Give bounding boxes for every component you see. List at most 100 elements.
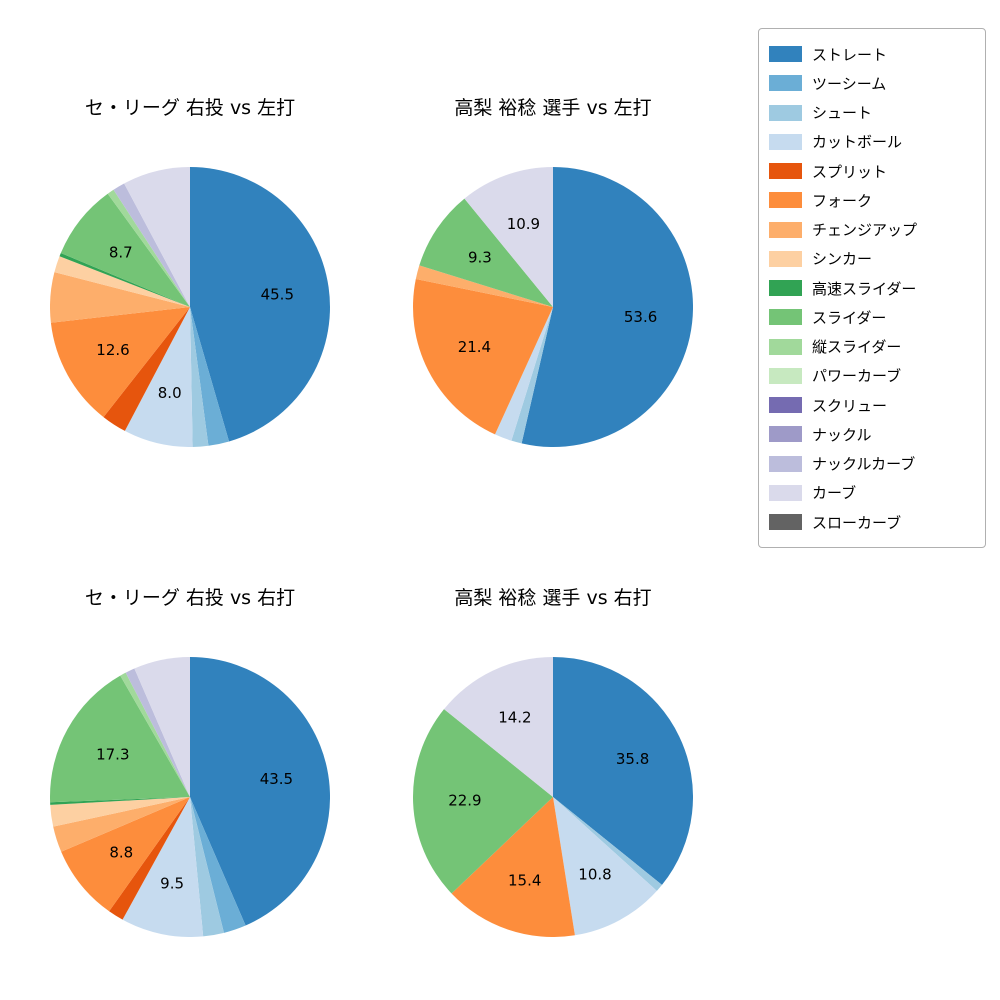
pie-slice-フォーク — [413, 279, 553, 435]
legend-item: ストレート — [769, 41, 975, 67]
legend-item: シンカー — [769, 246, 975, 272]
legend-item-label: スライダー — [812, 308, 887, 327]
pie-slice-ナックルカーブ — [113, 183, 190, 307]
legend-item: フォーク — [769, 187, 975, 213]
legend-color-swatch — [769, 484, 802, 501]
legend-item: ナックル — [769, 421, 975, 447]
legend-color-swatch — [769, 163, 802, 179]
pie-slice-縦スライダー — [107, 189, 190, 307]
pie-slice-カーブ — [444, 657, 553, 797]
legend-item: スライダー — [769, 304, 975, 330]
legend-item-label: チェンジアップ — [812, 221, 918, 239]
pie-chart-league-vs-right: 43.5 9.5 8.8 17.3 — [50, 657, 330, 937]
pie-slice-シンカー — [54, 256, 191, 307]
legend-color-swatch — [769, 104, 802, 121]
legend-color-swatch — [769, 455, 802, 472]
pie-slice-シュート — [190, 307, 209, 447]
legend-item-label: カットボール — [812, 133, 903, 152]
legend-item-label: パワーカーブ — [812, 367, 902, 386]
pie-percent-label: 43.5 — [260, 770, 293, 788]
legend-item-label: 縦スライダー — [812, 338, 902, 356]
pie-chart-player-vs-right: 35.8 10.8 15.4 22.9 14.2 — [413, 657, 693, 937]
legend-color-swatch — [769, 514, 802, 530]
pie-slice-シュート — [553, 797, 662, 891]
pie-slice-高速スライダー — [59, 253, 190, 307]
legend-color-swatch — [769, 397, 802, 413]
pie-slice-フォーク — [451, 797, 575, 937]
pie-slice-スライダー — [50, 675, 190, 803]
pie-slice-カットボール — [122, 797, 204, 937]
pie-slice-スライダー — [60, 193, 190, 307]
legend-item-label: スクリュー — [812, 396, 888, 415]
pie-percent-label: 9.5 — [160, 874, 184, 892]
pie-slice-チェンジアップ — [50, 272, 190, 323]
pie-percent-label: 53.6 — [624, 308, 657, 326]
pie-slice-縦スライダー — [120, 672, 190, 797]
chart-title-league-vs-left: セ・リーグ 右投 vs 左打 — [84, 97, 296, 119]
legend-item-label: フォーク — [812, 191, 873, 210]
legend-color-swatch — [769, 250, 802, 267]
pie-chart-player-vs-left: 53.6 21.4 9.3 10.9 — [413, 167, 693, 447]
legend-item: 高速スライダー — [769, 275, 975, 301]
legend-item-label: シュート — [812, 104, 873, 122]
pie-slice-チェンジアップ — [53, 797, 191, 852]
pie-percent-label: 45.5 — [261, 286, 294, 304]
legend-item: スクリュー — [769, 392, 975, 418]
legend-item-label: ストレート — [812, 45, 888, 64]
legend-item: カーブ — [769, 480, 975, 506]
legend-item-label: ツーシーム — [812, 74, 887, 93]
legend-color-swatch — [769, 133, 802, 150]
pie-percent-label: 22.9 — [448, 792, 481, 810]
legend-color-swatch — [769, 280, 802, 296]
legend: ストレートツーシームシュートカットボール スプリットフォークチェンジアップシンカー… — [758, 28, 986, 548]
pie-slice-ストレート — [553, 657, 693, 885]
chart-cell-league-vs-left: セ・リーグ 右投 vs 左打 45.5 8.0 12.6 8.7 — [30, 95, 350, 447]
legend-color-swatch — [769, 192, 802, 209]
pie-slice-シュート — [190, 797, 224, 937]
legend-item: チェンジアップ — [769, 217, 975, 243]
legend-item-label: ナックル — [812, 425, 872, 444]
pie-slice-スライダー — [419, 198, 553, 307]
legend-item-label: スプリット — [812, 162, 888, 181]
pie-slice-ストレート — [190, 167, 330, 442]
pie-slice-シンカー — [50, 797, 190, 827]
chart-cell-player-vs-left: 高梨 裕稔 選手 vs 左打 53.6 21.4 9.3 10.9 — [393, 95, 713, 447]
pie-slice-スプリット — [109, 797, 190, 920]
legend-item: パワーカーブ — [769, 363, 975, 389]
legend-item-label: ナックルカーブ — [812, 455, 916, 473]
legend-item: カットボール — [769, 129, 975, 155]
pie-slice-カットボール — [553, 797, 657, 936]
pie-percent-label: 9.3 — [468, 249, 492, 267]
pie-percent-label: 8.8 — [109, 843, 133, 861]
legend-color-swatch — [769, 338, 802, 355]
pie-percent-label: 15.4 — [508, 872, 541, 890]
pie-percent-label: 12.6 — [96, 341, 129, 359]
pie-slice-ストレート — [521, 167, 693, 447]
legend-item: シュート — [769, 100, 975, 126]
pie-slice-スライダー — [413, 709, 553, 894]
pie-percent-label: 14.2 — [498, 708, 531, 726]
pie-percent-label: 10.9 — [507, 215, 540, 233]
pie-percent-label: 10.8 — [578, 866, 611, 884]
pie-percent-label: 21.4 — [458, 338, 491, 356]
pie-slice-フォーク — [50, 307, 190, 418]
chart-title-player-vs-left: 高梨 裕稔 選手 vs 左打 — [454, 97, 652, 119]
chart-cell-player-vs-right: 高梨 裕稔 選手 vs 右打 35.8 10.8 15.4 22.9 14.2 — [393, 585, 713, 937]
pie-slice-スプリット — [103, 307, 190, 431]
pie-slice-ストレート — [190, 657, 330, 926]
pie-slice-カットボール — [494, 307, 553, 441]
legend-color-swatch — [769, 75, 802, 92]
pie-slice-カーブ — [464, 167, 553, 307]
pie-percent-label: 8.0 — [158, 384, 182, 402]
pie-slice-カーブ — [134, 657, 190, 797]
pie-slice-ナックルカーブ — [125, 668, 190, 797]
legend-item-label: カーブ — [812, 484, 857, 503]
legend-color-swatch — [769, 46, 802, 62]
legend-color-swatch — [769, 426, 802, 443]
pie-slice-チェンジアップ — [415, 265, 553, 307]
pie-percent-label: 35.8 — [616, 750, 649, 768]
legend-item: スプリット — [769, 158, 975, 184]
chart-title-player-vs-right: 高梨 裕稔 選手 vs 右打 — [454, 587, 652, 609]
pie-slice-ツーシーム — [190, 797, 246, 933]
